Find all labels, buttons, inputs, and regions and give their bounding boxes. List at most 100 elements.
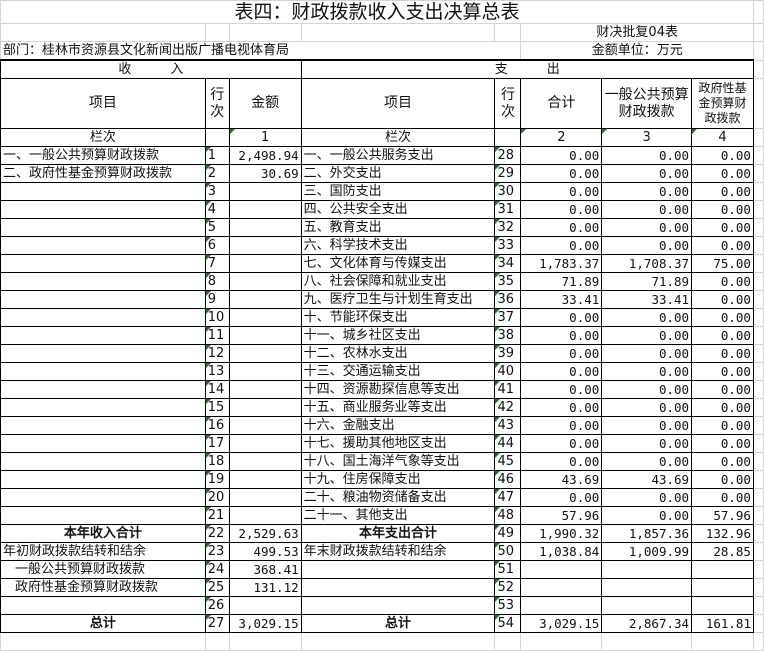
cell-expense-line: 28 <box>494 146 522 165</box>
cell-expense-item: 十七、援助其他地区支出 <box>300 434 496 453</box>
col-expense-line: 行次 <box>494 78 522 129</box>
cell-total: 0.00 <box>520 416 603 435</box>
cell-total: 0.00 <box>520 344 603 363</box>
cell-expense-item: 十三、交通运输支出 <box>300 362 496 381</box>
cell-income-item <box>0 470 206 489</box>
cell-general-budget: 1,009.99 <box>601 542 693 561</box>
cell-income-line: 18 <box>204 452 230 471</box>
table-row: 9 九、医疗卫生与计划生育支出 36 33.41 33.41 0.00 <box>0 290 764 309</box>
cell-income-line: 9 <box>204 290 230 309</box>
cell-expense-line: 51 <box>494 560 522 579</box>
table-row: 13 十三、交通运输支出 40 0.00 0.00 0.00 <box>0 362 764 381</box>
cell-income-item <box>0 434 206 453</box>
cell-gov-fund: 0.00 <box>691 488 754 507</box>
cell-income-amount <box>228 308 302 327</box>
cell-expense-item: 五、教育支出 <box>300 218 496 237</box>
cell-general-budget: 1,708.37 <box>601 254 693 273</box>
cell-income-line: 12 <box>204 344 230 363</box>
cell-income-line: 4 <box>204 200 230 219</box>
col-expense-item: 项目 <box>300 78 496 129</box>
cell-expense-item: 十、节能环保支出 <box>300 308 496 327</box>
cell-income-amount <box>228 362 302 381</box>
cell-income-amount <box>228 182 302 201</box>
cell-income-amount <box>228 344 302 363</box>
cell-general-budget: 0.00 <box>601 452 693 471</box>
cell-gov-fund <box>691 596 754 615</box>
col-index-label: 栏次 <box>0 128 206 147</box>
cell-expense-line: 45 <box>494 452 522 471</box>
table-row: 一、一般公共预算财政拨款 1 2,498.94 一、一般公共服务支出 28 0.00 0.0… <box>0 146 764 165</box>
cell-total: 57.96 <box>520 506 603 525</box>
cell-general-budget: 43.69 <box>601 470 693 489</box>
table-row: 18 十八、国土海洋气象等支出 45 0.00 0.00 0.00 <box>0 452 764 471</box>
cell-income-line: 16 <box>204 416 230 435</box>
table-row: 本年收入合计 22 2,529.63 本年支出合计 49 1,990.32 1,857.36… <box>0 524 764 543</box>
table-row: 26 53 <box>0 596 764 615</box>
cell-income-line: 24 <box>204 560 230 579</box>
cell-general-budget: 0.00 <box>601 146 693 165</box>
cell-income-amount <box>228 470 302 489</box>
cell-total: 33.41 <box>520 290 603 309</box>
cell-income-item <box>0 362 206 381</box>
cell-income-line: 23 <box>204 542 230 561</box>
cell-gov-fund: 0.00 <box>691 218 754 237</box>
col-fund: 政府性基金预算财政拨款 <box>691 78 754 129</box>
cell-gov-fund: 0.00 <box>691 200 754 219</box>
col-income-line: 行次 <box>204 78 230 129</box>
cell-income-line: 5 <box>204 218 230 237</box>
cell-general-budget: 0.00 <box>601 164 693 183</box>
cell-gov-fund: 0.00 <box>691 344 754 363</box>
cell-gov-fund: 0.00 <box>691 182 754 201</box>
cell-general-budget: 2,867.34 <box>601 614 693 633</box>
cell-expense-line: 48 <box>494 506 522 525</box>
cell-general-budget: 0.00 <box>601 326 693 345</box>
cell-expense-line: 43 <box>494 416 522 435</box>
table-row: 17 十七、援助其他地区支出 44 0.00 0.00 0.00 <box>0 434 764 453</box>
cell-income-line: 21 <box>204 506 230 525</box>
cell-total: 0.00 <box>520 452 603 471</box>
cell-general-budget: 0.00 <box>601 200 693 219</box>
cell-expense-item: 十九、住房保障支出 <box>300 470 496 489</box>
cell-general-budget <box>601 578 693 597</box>
cell-expense-item: 二十、粮油物资储备支出 <box>300 488 496 507</box>
cell-expense-line: 32 <box>494 218 522 237</box>
cell-gov-fund <box>691 560 754 579</box>
cell-total: 0.00 <box>520 380 603 399</box>
cell-expense-item: 十二、农林水支出 <box>300 344 496 363</box>
cell-income-item <box>0 380 206 399</box>
cell-general-budget: 0.00 <box>601 506 693 525</box>
cell-expense-line: 46 <box>494 470 522 489</box>
cell-total: 0.00 <box>520 362 603 381</box>
cell-general-budget: 0.00 <box>601 488 693 507</box>
cell-general-budget: 0.00 <box>601 380 693 399</box>
cell-total <box>520 596 603 615</box>
cell-income-item <box>0 452 206 471</box>
cell-income-item <box>0 398 206 417</box>
table-row: 16 十六、金融支出 43 0.00 0.00 0.00 <box>0 416 764 435</box>
unit-label: 金额单位：万元 <box>520 41 754 61</box>
cell-gov-fund: 0.00 <box>691 416 754 435</box>
cell-expense-line: 35 <box>494 272 522 291</box>
cell-general-budget: 33.41 <box>601 290 693 309</box>
cell-expense-item: 十四、资源勘探信息等支出 <box>300 380 496 399</box>
cell-income-item <box>0 290 206 309</box>
table-row: 12 十二、农林水支出 39 0.00 0.00 0.00 <box>0 344 764 363</box>
cell-total: 1,990.32 <box>520 524 603 543</box>
cell-gov-fund: 75.00 <box>691 254 754 273</box>
col-index-1: 1 <box>228 128 302 147</box>
cell-general-budget <box>601 560 693 579</box>
cell-income-amount <box>228 452 302 471</box>
cell-income-item <box>0 236 206 255</box>
cell-general-budget: 1,857.36 <box>601 524 693 543</box>
cell-expense-item: 九、医疗卫生与计划生育支出 <box>300 290 496 309</box>
cell-income-item <box>0 326 206 345</box>
cell-expense-line: 36 <box>494 290 522 309</box>
cell-income-item: 年初财政拨款结转和结余 <box>0 542 206 561</box>
cell-general-budget: 0.00 <box>601 362 693 381</box>
cell-gov-fund: 0.00 <box>691 434 754 453</box>
cell-income-amount <box>228 398 302 417</box>
cell-expense-line: 53 <box>494 596 522 615</box>
cell-expense-line: 33 <box>494 236 522 255</box>
cell-total: 0.00 <box>520 146 603 165</box>
cell-gov-fund: 28.85 <box>691 542 754 561</box>
